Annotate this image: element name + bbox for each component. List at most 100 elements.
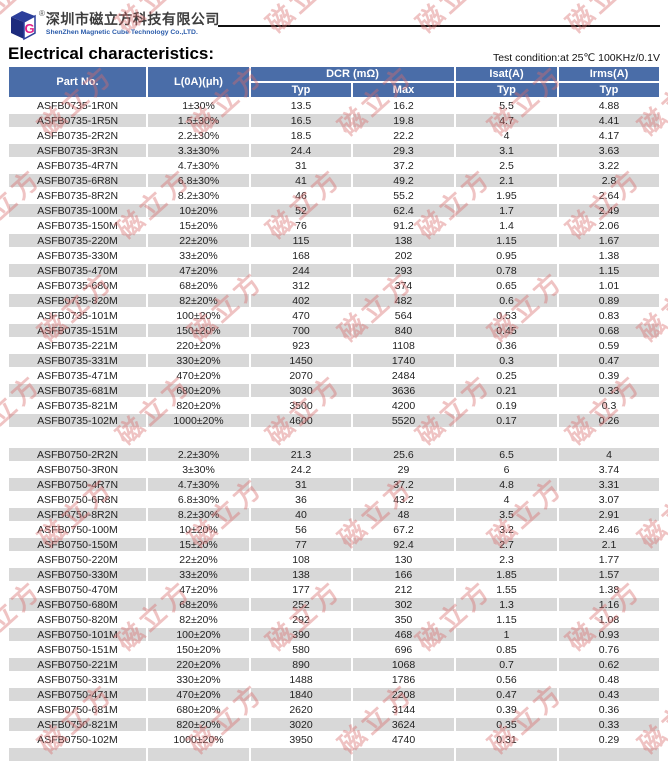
table-cell: 3.3±30% (147, 143, 250, 158)
header-rule (218, 25, 660, 27)
table-cell: 890 (250, 657, 352, 672)
table-cell: ASFB0735-821M (8, 398, 147, 413)
registered-mark: ® (39, 9, 45, 18)
table-cell: 130 (352, 552, 456, 567)
table-cell: 680±20% (147, 702, 250, 717)
table-row: ASFB0750-8R2N 8.2±30% 40 48 3.5 2.91 (8, 507, 661, 522)
table-cell: ASFB0750-101M (8, 627, 147, 642)
table-cell: 4.88 (558, 98, 661, 113)
table-cell: 22±20% (147, 552, 250, 567)
table-row: ASFB0750-6R8N 6.8±30% 36 43.2 4 3.07 (8, 492, 661, 507)
table-cell: ASFB0735-680M (8, 278, 147, 293)
table-cell: 202 (352, 248, 456, 263)
table-cell: 77 (250, 537, 352, 552)
table-cell: 2.46 (558, 522, 661, 537)
table-cell: ASFB0750-4R7N (8, 477, 147, 492)
table-cell: 212 (352, 582, 456, 597)
table-row: ASFB0750-101M 100±20% 390 468 1 0.93 (8, 627, 661, 642)
table-cell: 0.76 (558, 642, 661, 657)
table-row: ASFB0750-330M 33±20% 138 166 1.85 1.57 (8, 567, 661, 582)
table-cell: 1.55 (455, 582, 559, 597)
table-cell: ASFB0750-470M (8, 582, 147, 597)
table-cell: 2.2±30% (147, 128, 250, 143)
table-cell: 0.25 (455, 368, 559, 383)
table-cell: 36 (250, 492, 352, 507)
table-cell: 696 (352, 642, 456, 657)
table-row: ASFB0735-680M 68±20% 312 374 0.65 1.01 (8, 278, 661, 293)
table-cell: 52 (250, 203, 352, 218)
empty-row (8, 747, 661, 762)
test-condition: Test condition:at 25℃ 100KHz/0.1V (492, 52, 660, 64)
table-cell: 468 (352, 627, 456, 642)
table-cell: 0.56 (455, 672, 559, 687)
table-cell: 5520 (352, 413, 456, 428)
table-cell: ASFB0750-100M (8, 522, 147, 537)
table-cell: 0.26 (558, 413, 661, 428)
table-cell: 16.5 (250, 113, 352, 128)
table-row: ASFB0750-151M 150±20% 580 696 0.85 0.76 (8, 642, 661, 657)
table-cell: 1.15 (455, 612, 559, 627)
table-cell: ASFB0750-8R2N (8, 507, 147, 522)
table-cell: 76 (250, 218, 352, 233)
table-cell: 350 (352, 612, 456, 627)
table-cell: 10±20% (147, 203, 250, 218)
table-cell: 1±30% (147, 98, 250, 113)
table-row: ASFB0735-151M 150±20% 700 840 0.45 0.68 (8, 323, 661, 338)
table-cell: ASFB0735-470M (8, 263, 147, 278)
table-cell: 100±20% (147, 627, 250, 642)
table-cell: 47±20% (147, 263, 250, 278)
table-cell: 29.3 (352, 143, 456, 158)
col-header-isat-typ: Typ (455, 82, 559, 98)
table-cell: 150±20% (147, 642, 250, 657)
table-cell: 6.8±30% (147, 173, 250, 188)
table-cell: 100±20% (147, 308, 250, 323)
table-row: ASFB0735-471M 470±20% 2070 2484 0.25 0.39 (8, 368, 661, 383)
table-cell: 220±20% (147, 338, 250, 353)
table-cell: 19.8 (352, 113, 456, 128)
table-cell: 33±20% (147, 567, 250, 582)
table-cell: 3.74 (558, 462, 661, 477)
table-cell: 4.7±30% (147, 477, 250, 492)
table-cell: 1.4 (455, 218, 559, 233)
table-cell: ASFB0735-220M (8, 233, 147, 248)
table-cell: 252 (250, 597, 352, 612)
table-cell: 0.36 (558, 702, 661, 717)
table-row: ASFB0735-101M 100±20% 470 564 0.53 0.83 (8, 308, 661, 323)
col-header-dcr-max: Max (352, 82, 456, 98)
table-cell: 1000±20% (147, 413, 250, 428)
table-cell: 1108 (352, 338, 456, 353)
table-row: ASFB0735-1R5N 1.5±30% 16.5 19.8 4.7 4.41 (8, 113, 661, 128)
table-cell: 6.5 (455, 447, 559, 462)
table-cell: 4.8 (455, 477, 559, 492)
table-cell: 923 (250, 338, 352, 353)
table-cell: 31 (250, 158, 352, 173)
table-cell: 470±20% (147, 687, 250, 702)
table-cell: 0.85 (455, 642, 559, 657)
table-cell: ASFB0750-2R2N (8, 447, 147, 462)
table-cell: 25.6 (352, 447, 456, 462)
table-cell: 1488 (250, 672, 352, 687)
table-body: ASFB0735-1R0N 1±30% 13.5 16.2 5.5 4.88 ASFB073… (8, 98, 661, 762)
table-row: ASFB0750-4R7N 4.7±30% 31 37.2 4.8 3.31 (8, 477, 661, 492)
table-cell: 10±20% (147, 522, 250, 537)
table-cell: 0.31 (455, 732, 559, 747)
table-row: ASFB0750-221M 220±20% 890 1068 0.7 0.62 (8, 657, 661, 672)
table-row: ASFB0750-3R0N 3±30% 24.2 29 6 3.74 (8, 462, 661, 477)
table-cell: 3.31 (558, 477, 661, 492)
table-row: ASFB0735-330M 33±20% 168 202 0.95 1.38 (8, 248, 661, 263)
table-cell: 0.3 (455, 353, 559, 368)
table-cell: 3020 (250, 717, 352, 732)
table-row: ASFB0735-150M 15±20% 76 91.2 1.4 2.06 (8, 218, 661, 233)
table-cell: 3144 (352, 702, 456, 717)
table-cell: ASFB0735-681M (8, 383, 147, 398)
table-row: ASFB0750-220M 22±20% 108 130 2.3 1.77 (8, 552, 661, 567)
table-cell: 2.7 (455, 537, 559, 552)
table-cell: 0.39 (455, 702, 559, 717)
table-cell: 68±20% (147, 278, 250, 293)
table-row: ASFB0750-681M 680±20% 2620 3144 0.39 0.36 (8, 702, 661, 717)
table-cell: ASFB0735-221M (8, 338, 147, 353)
col-header-irms-group: Irms(A) (558, 66, 661, 82)
table-cell: 580 (250, 642, 352, 657)
table-cell: 4.7±30% (147, 158, 250, 173)
table-cell: ASFB0750-680M (8, 597, 147, 612)
